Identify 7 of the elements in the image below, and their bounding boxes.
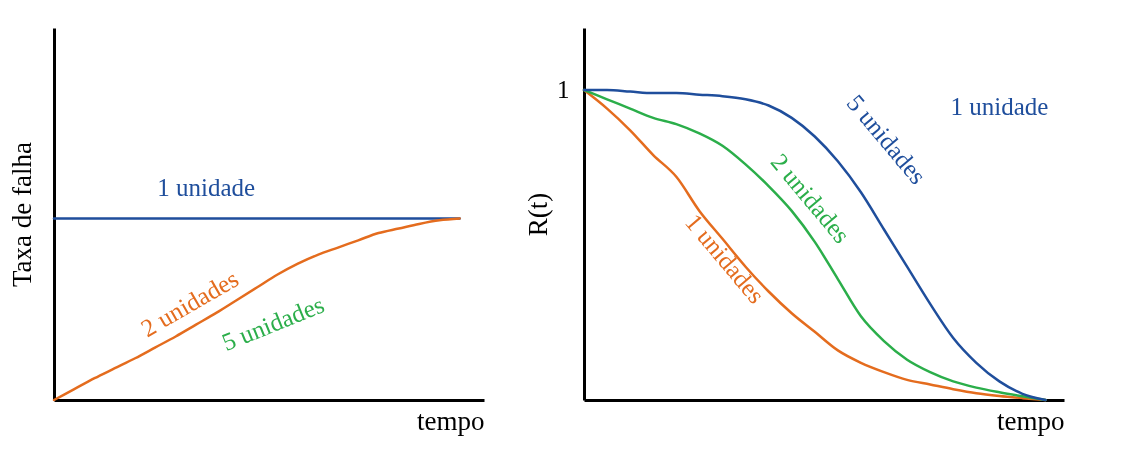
x-axis-title: tempo — [417, 405, 485, 436]
y-axis-title: Taxa de falha — [6, 141, 37, 288]
text: 1 — [556, 76, 570, 103]
y-axis-title: R(t) — [522, 192, 553, 237]
x-axis-title: tempo — [997, 405, 1065, 436]
annotation: 1 unidade — [950, 93, 1049, 121]
series-label: 1 unidade — [157, 173, 256, 201]
